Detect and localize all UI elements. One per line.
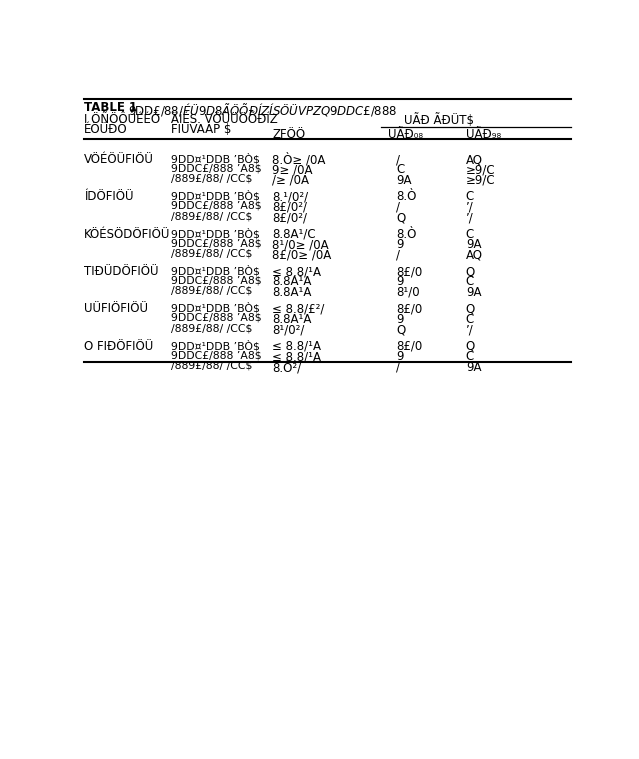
Text: UÃÐ₉₈: UÃÐ₉₈ [466,128,501,141]
Text: C: C [466,191,474,203]
Text: TIÐÜDÖFIÖÜ: TIÐÜDÖFIÖÜ [84,265,158,278]
Text: ÍDÖFIÖÜ: ÍDÖFIÖÜ [84,191,134,203]
Text: 9DD¤¹DDB ’BÒ$: 9DD¤¹DDB ’BÒ$ [171,153,260,165]
Text: 8.¹/0²/: 8.¹/0²/ [272,191,308,203]
Text: 9DDC£/888 ’A8$: 9DDC£/888 ’A8$ [171,313,262,323]
Text: ≤ 8.8/£²/: ≤ 8.8/£²/ [272,302,325,316]
Text: 9: 9 [396,313,404,326]
Text: 8.Ò²/: 8.Ò²/ [272,361,301,374]
Text: 8£/0: 8£/0 [396,265,422,278]
Text: ’/: ’/ [466,323,473,336]
Text: 9DD¤¹DDB ’BÒ$: 9DD¤¹DDB ’BÒ$ [171,191,260,202]
Text: 8£/0≥ /0A: 8£/0≥ /0A [272,248,332,262]
Text: ÄÍÉS. VÖÙÜÖÕÐÍZ: ÄÍÉS. VÖÙÜÖÕÐÍZ [171,113,278,127]
Text: UÃÐ₀₈: UÃÐ₀₈ [389,128,423,141]
Text: C: C [466,350,474,364]
Text: Q: Q [396,211,405,224]
Text: AQ: AQ [466,248,483,262]
Text: 8.Ò: 8.Ò [396,228,417,241]
Text: 9≥ /0A: 9≥ /0A [272,163,312,176]
Text: /889£/88/ /CC$: /889£/88/ /CC$ [171,323,252,333]
Text: O FIÐÖFIÖÜ: O FIÐÖFIÖÜ [84,340,153,353]
Text: AQ: AQ [466,153,483,166]
Text: ≤ 8.8/¹A: ≤ 8.8/¹A [272,265,321,278]
Text: /889£/88/ /CC$: /889£/88/ /CC$ [171,248,252,259]
Text: KÖÉSÖDÖFIÖÜ: KÖÉSÖDÖFIÖÜ [84,228,170,241]
Text: C: C [466,276,474,288]
Text: /: / [396,201,400,214]
Text: ’/: ’/ [466,201,473,214]
Text: 9DDC£/888 ’A8$: 9DDC£/888 ’A8$ [171,238,262,248]
Text: 9A: 9A [396,174,412,187]
Text: 9: 9 [396,238,404,251]
Text: /889£/88/ /CC$: /889£/88/ /CC$ [171,174,252,184]
Text: 8¹/0²/: 8¹/0²/ [272,323,304,336]
Text: 8.8A¹A: 8.8A¹A [272,286,311,299]
Text: /: / [396,361,400,373]
Text: 8¹/0≥ /0A: 8¹/0≥ /0A [272,238,328,251]
Text: /889£/88/ /CC$: /889£/88/ /CC$ [171,211,252,221]
Text: C: C [396,163,404,176]
Text: /≥ /0A: /≥ /0A [272,174,309,187]
Text: 8£/0²/: 8£/0²/ [272,211,307,224]
Text: UÜFIÖFIÖÜ: UÜFIÖFIÖÜ [84,302,148,316]
Text: Q: Q [466,265,475,278]
Text: UÃÐ ÃÐÜT$: UÃÐ ÃÐÜT$ [404,113,474,128]
Text: 9: 9 [396,276,404,288]
Text: 9DD¤¹DDB ’BÒ$: 9DD¤¹DDB ’BÒ$ [171,340,260,351]
Text: /889£/88/ /CC$: /889£/88/ /CC$ [171,286,252,296]
Text: /: / [396,153,400,166]
Text: Q: Q [466,340,475,353]
Text: ZFÖÖ: ZFÖÖ [272,128,305,141]
Text: 8.Ò≥ /0A: 8.Ò≥ /0A [272,153,325,166]
Text: ≥9/C: ≥9/C [466,163,495,176]
Text: I ÖÑÖÔÙÉÉÖ: I ÖÑÖÔÙÉÉÖ [84,113,160,127]
Text: ≤ 8.8/¹A: ≤ 8.8/¹A [272,350,321,364]
Text: 8.8A¹A: 8.8A¹A [272,313,311,326]
Text: 8.8A¹/C: 8.8A¹/C [272,228,316,241]
Text: ÉÖÜÐÖ: ÉÖÜÐÖ [84,124,127,137]
Text: 9DDC£/888 ’A8$: 9DDC£/888 ’A8$ [171,201,262,211]
Text: 9DDC£/888 ’A8$: 9DDC£/888 ’A8$ [171,276,262,285]
Text: ≥9/C: ≥9/C [466,174,495,187]
Text: ≤ 8.8/¹A: ≤ 8.8/¹A [272,340,321,353]
Text: 9DDC£/888 ’A8$: 9DDC£/888 ’A8$ [171,163,262,174]
Text: 8.Ò: 8.Ò [396,191,417,203]
Text: 9DD£/88/$ÉÜ 9D8 ÃÖÕÐÍZÍSÖÜ VPZQ 9DDC£/888$: 9DD£/88/$ÉÜ 9D8 ÃÖÕÐÍZÍSÖÜ VPZQ 9DDC£/88… [128,101,397,118]
Text: C: C [466,313,474,326]
Text: 8£/0: 8£/0 [396,340,422,353]
Text: 9: 9 [396,350,404,364]
Text: Q: Q [466,302,475,316]
Text: 8¹/0: 8¹/0 [396,286,420,299]
Text: 8£/0: 8£/0 [396,302,422,316]
Text: 9A: 9A [466,361,481,373]
Text: 9DD¤¹DDB ’BÒ$: 9DD¤¹DDB ’BÒ$ [171,228,260,239]
Text: C: C [466,228,474,241]
Text: Q: Q [396,323,405,336]
Text: 9DD¤¹DDB ’BÒ$: 9DD¤¹DDB ’BÒ$ [171,265,260,276]
Text: 9DD¤¹DDB ’BÒ$: 9DD¤¹DDB ’BÒ$ [171,302,260,314]
Text: /: / [396,248,400,262]
Text: 8.8A¹A: 8.8A¹A [272,276,311,288]
Text: 9DDC£/888 ’A8$: 9DDC£/888 ’A8$ [171,350,262,361]
Text: VÖÉÖÜFIÖÜ: VÖÉÖÜFIÖÜ [84,153,153,166]
Text: /889£/88/ /CC$: /889£/88/ /CC$ [171,361,252,370]
Text: 9A: 9A [466,286,481,299]
Text: 9A: 9A [466,238,481,251]
Text: FIÜVAAP $: FIÜVAAP $ [171,124,232,137]
Text: ’/: ’/ [466,211,473,224]
Text: 8£/0²/: 8£/0²/ [272,201,307,214]
Text: TABLE 1: TABLE 1 [84,101,137,114]
